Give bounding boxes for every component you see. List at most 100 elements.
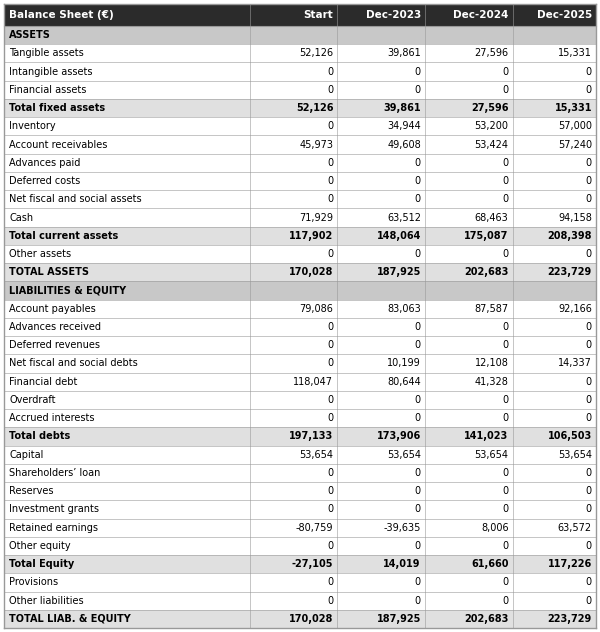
Bar [4,135,596,154]
Text: 0: 0 [586,504,592,514]
Text: Balance Sheet (€): Balance Sheet (€) [9,10,114,20]
Text: 52,126: 52,126 [296,103,333,113]
Text: 15,331: 15,331 [558,49,592,58]
Text: 0: 0 [586,595,592,605]
Text: Dec-2023: Dec-2023 [365,10,421,20]
Text: 148,064: 148,064 [377,231,421,241]
Text: Capital: Capital [9,450,43,459]
Text: 53,654: 53,654 [558,450,592,459]
Text: 8,006: 8,006 [481,523,509,533]
Text: 0: 0 [415,504,421,514]
Text: 27,596: 27,596 [471,103,509,113]
Text: 0: 0 [327,504,333,514]
Text: Inventory: Inventory [9,121,56,131]
Text: ASSETS: ASSETS [9,30,51,40]
Bar [4,26,596,44]
Text: 0: 0 [502,541,509,551]
Text: 52,126: 52,126 [299,49,333,58]
Text: 0: 0 [586,578,592,587]
Text: 0: 0 [586,176,592,186]
Bar [4,300,596,318]
Text: 0: 0 [327,121,333,131]
Text: 0: 0 [415,541,421,551]
Text: 187,925: 187,925 [377,614,421,624]
Text: Account payables: Account payables [9,304,96,313]
Text: Other assets: Other assets [9,249,71,259]
Text: 0: 0 [586,66,592,76]
Text: 173,906: 173,906 [377,432,421,442]
Bar [4,81,596,99]
Bar [4,518,596,537]
Text: 0: 0 [586,194,592,204]
Text: 0: 0 [502,395,509,405]
Bar [4,99,596,117]
Bar [4,209,596,227]
Text: 0: 0 [327,194,333,204]
Text: Deferred revenues: Deferred revenues [9,340,100,350]
Bar [4,501,596,518]
Text: Deferred costs: Deferred costs [9,176,80,186]
Bar [4,610,596,628]
Text: 0: 0 [415,595,421,605]
Text: 0: 0 [415,340,421,350]
Text: Financial assets: Financial assets [9,85,86,95]
Text: Total current assets: Total current assets [9,231,118,241]
Text: Dec-2024: Dec-2024 [453,10,509,20]
Bar [4,318,596,336]
Text: 0: 0 [502,468,509,478]
Text: 0: 0 [502,322,509,332]
Text: 0: 0 [415,322,421,332]
Text: Cash: Cash [9,212,33,222]
Text: 170,028: 170,028 [289,267,333,277]
Text: 53,424: 53,424 [475,140,509,150]
Text: 0: 0 [502,249,509,259]
Bar [4,355,596,373]
Bar [4,263,596,281]
Text: Other liabilities: Other liabilities [9,595,83,605]
Text: 94,158: 94,158 [558,212,592,222]
Text: 0: 0 [586,541,592,551]
Text: 87,587: 87,587 [475,304,509,313]
Text: 0: 0 [586,377,592,387]
Text: 0: 0 [327,176,333,186]
Text: 0: 0 [327,468,333,478]
Text: 0: 0 [502,486,509,496]
Text: 92,166: 92,166 [558,304,592,313]
Bar [4,117,596,135]
Text: 15,331: 15,331 [554,103,592,113]
Text: LIABILITIES & EQUITY: LIABILITIES & EQUITY [9,286,126,296]
Text: 83,063: 83,063 [387,304,421,313]
Text: 49,608: 49,608 [387,140,421,150]
Text: 39,861: 39,861 [387,49,421,58]
Text: 0: 0 [415,578,421,587]
Bar [4,427,596,446]
Text: 223,729: 223,729 [548,614,592,624]
Text: 0: 0 [327,249,333,259]
Text: 0: 0 [502,595,509,605]
Text: 0: 0 [502,176,509,186]
Bar [4,464,596,482]
Text: Total fixed assets: Total fixed assets [9,103,105,113]
Text: 0: 0 [502,413,509,423]
Text: 187,925: 187,925 [377,267,421,277]
Text: TOTAL ASSETS: TOTAL ASSETS [9,267,89,277]
Text: -27,105: -27,105 [292,559,333,569]
Text: 12,108: 12,108 [475,358,509,368]
Text: 0: 0 [327,541,333,551]
Text: 63,572: 63,572 [558,523,592,533]
Text: 0: 0 [586,468,592,478]
Bar [4,592,596,610]
Text: 175,087: 175,087 [464,231,509,241]
Text: 0: 0 [327,358,333,368]
Text: 71,929: 71,929 [299,212,333,222]
Text: 0: 0 [586,340,592,350]
Text: 57,000: 57,000 [558,121,592,131]
Text: Net fiscal and social assets: Net fiscal and social assets [9,194,142,204]
Text: Intangible assets: Intangible assets [9,66,92,76]
Text: 0: 0 [502,578,509,587]
Text: 45,973: 45,973 [299,140,333,150]
Text: Tangible assets: Tangible assets [9,49,84,58]
Text: Account receivables: Account receivables [9,140,107,150]
Text: 79,086: 79,086 [299,304,333,313]
Bar [4,373,596,391]
